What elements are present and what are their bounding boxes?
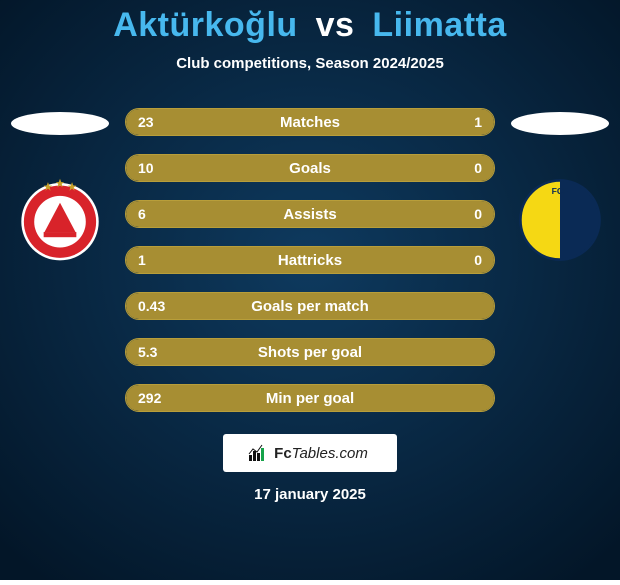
stat-label: Shots per goal [258, 344, 362, 361]
svg-text:FCF: FCF [552, 186, 569, 196]
stat-row: 23 Matches 1 [125, 108, 495, 136]
stat-label: Min per goal [266, 390, 354, 407]
stat-row: 6 Assists 0 [125, 200, 495, 228]
player1-name: Aktürkoğlu [113, 6, 297, 44]
stat-value-right: 0 [474, 160, 482, 176]
vs-text: vs [316, 6, 355, 44]
stat-value-left: 6 [138, 206, 146, 222]
stat-value-right: 1 [474, 114, 482, 130]
stat-row: 1 Hattricks 0 [125, 246, 495, 274]
stat-label: Goals per match [251, 298, 369, 315]
subtitle: Club competitions, Season 2024/2025 [176, 55, 444, 72]
stat-label: Assists [283, 206, 336, 223]
stat-label: Hattricks [278, 252, 342, 269]
brand-suffix: Tables.com [292, 445, 368, 462]
stat-row: 0.43 Goals per match [125, 292, 495, 320]
brand-prefix: Fc [274, 445, 292, 462]
brand-bars-icon [248, 443, 268, 463]
brand-logo: FcTables.com [223, 434, 397, 472]
stat-value-left: 292 [138, 390, 161, 406]
player1-ellipse [11, 112, 109, 135]
stat-value-left: 1 [138, 252, 146, 268]
stat-value-left: 5.3 [138, 344, 157, 360]
stat-value-left: 23 [138, 114, 154, 130]
stat-value-left: 0.43 [138, 298, 165, 314]
stat-label: Matches [280, 114, 340, 131]
team1-logo-box [10, 112, 110, 263]
stat-value-left: 10 [138, 160, 154, 176]
stat-value-right: 0 [474, 206, 482, 222]
stat-row: 5.3 Shots per goal [125, 338, 495, 366]
stat-row: 292 Min per goal [125, 384, 495, 412]
comparison-title: Aktürkoğlu vs Liimatta [113, 6, 507, 45]
date-text: 17 january 2025 [254, 486, 366, 503]
player2-ellipse [511, 112, 609, 135]
team2-logo-box: FCF [510, 112, 610, 263]
team1-badge [17, 177, 103, 263]
brand-text: FcTables.com [274, 445, 368, 462]
stat-row: 10 Goals 0 [125, 154, 495, 182]
team2-badge: FCF [517, 177, 603, 263]
stat-value-right: 0 [474, 252, 482, 268]
player2-name: Liimatta [372, 6, 506, 44]
stat-label: Goals [289, 160, 331, 177]
